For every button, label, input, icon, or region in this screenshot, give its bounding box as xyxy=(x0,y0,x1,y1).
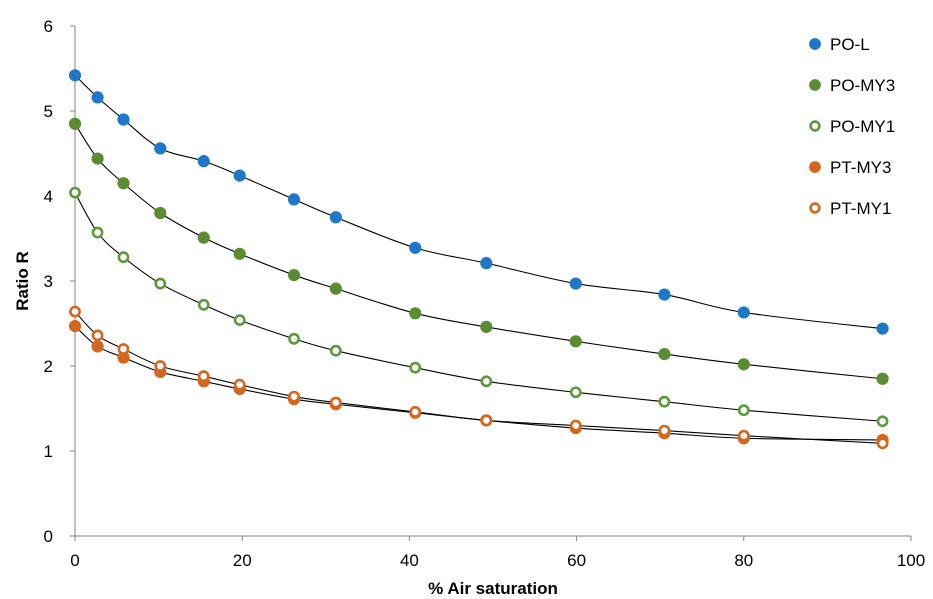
point-po-my1 xyxy=(737,404,750,417)
point-po-l xyxy=(480,257,493,270)
point-po-l xyxy=(68,69,82,82)
point-po-my1 xyxy=(329,344,342,357)
point-po-my3 xyxy=(117,177,130,190)
point-po-l xyxy=(876,322,889,335)
x-tick-label: 100 xyxy=(897,551,925,570)
point-pt-my1 xyxy=(480,414,493,427)
point-po-my1 xyxy=(658,395,671,408)
legend-label-po-l: PO-L xyxy=(830,35,870,54)
point-po-my3 xyxy=(91,152,104,165)
point-po-my3 xyxy=(409,307,422,320)
point-po-my3 xyxy=(329,282,342,295)
legend-marker-po-my1 xyxy=(809,120,821,132)
y-tick-label: 0 xyxy=(44,527,53,546)
point-pt-my1 xyxy=(233,378,246,391)
point-po-l xyxy=(409,241,422,254)
point-po-my1 xyxy=(233,314,246,326)
point-po-l xyxy=(658,288,671,301)
legend-label-po-my1: PO-MY1 xyxy=(830,117,895,136)
point-po-my1 xyxy=(288,332,300,345)
y-axis-title: Ratio R xyxy=(13,251,32,311)
point-pt-my1 xyxy=(569,419,582,432)
y-tick-label: 4 xyxy=(44,187,53,206)
y-tick-label: 1 xyxy=(44,442,53,461)
point-po-my3 xyxy=(233,247,246,260)
point-po-my1 xyxy=(69,186,81,199)
point-po-l xyxy=(117,113,130,126)
legend-label-pt-my1: PT-MY1 xyxy=(830,199,891,218)
fit-line-pt-my1 xyxy=(74,311,883,444)
point-pt-my1 xyxy=(91,329,104,342)
x-tick-label: 40 xyxy=(400,551,419,570)
point-po-my1 xyxy=(409,361,422,374)
point-po-my3 xyxy=(737,358,750,371)
x-tick-label: 80 xyxy=(734,551,753,570)
point-po-l xyxy=(91,91,104,104)
point-po-my3 xyxy=(287,268,301,282)
point-po-my3 xyxy=(658,348,671,361)
fit-lines xyxy=(74,74,883,444)
point-po-my1 xyxy=(154,277,167,290)
point-po-l xyxy=(154,142,167,155)
fit-line-po-my1 xyxy=(74,192,883,422)
point-po-my3 xyxy=(876,372,889,385)
legend-marker-po-l xyxy=(809,38,821,50)
x-tick-label: 60 xyxy=(567,551,586,570)
data-points xyxy=(68,69,889,450)
point-pt-my1 xyxy=(69,305,81,318)
point-pt-my1 xyxy=(329,396,342,409)
point-pt-my1 xyxy=(409,405,422,418)
point-po-my3 xyxy=(154,206,167,220)
legend: PO-L PO-MY3 PO-MY1 PT-MY3 PT-MY1 xyxy=(809,35,895,218)
point-pt-my1 xyxy=(154,360,167,372)
y-tick-label: 5 xyxy=(44,102,53,121)
legend-marker-pt-my3 xyxy=(809,161,821,173)
point-po-l xyxy=(233,169,246,182)
fit-line-pt-my3 xyxy=(74,325,883,441)
point-pt-my1 xyxy=(658,424,671,437)
point-po-my3 xyxy=(197,231,210,244)
point-po-l xyxy=(197,155,210,168)
point-po-my3 xyxy=(569,335,582,348)
point-po-l xyxy=(329,211,342,224)
x-tick-label: 20 xyxy=(233,551,252,570)
point-po-l xyxy=(569,277,582,290)
x-tick-label: 0 xyxy=(70,551,79,570)
point-pt-my1 xyxy=(737,429,750,442)
fit-line-po-my3 xyxy=(74,123,883,380)
point-pt-my3 xyxy=(91,340,104,353)
legend-marker-po-my3 xyxy=(809,79,821,91)
point-po-my1 xyxy=(91,226,104,239)
point-po-my1 xyxy=(569,386,582,399)
x-axis-title: % Air saturation xyxy=(428,579,558,598)
point-po-l xyxy=(287,193,301,206)
legend-label-pt-my3: PT-MY3 xyxy=(830,158,891,177)
point-po-l xyxy=(737,306,750,319)
legend-marker-pt-my1 xyxy=(809,202,821,214)
fit-line-po-l xyxy=(74,74,883,330)
point-pt-my3 xyxy=(68,319,82,333)
y-tick-label: 2 xyxy=(44,357,53,376)
point-po-my1 xyxy=(197,298,210,311)
point-po-my3 xyxy=(68,117,82,130)
point-po-my1 xyxy=(480,375,493,388)
point-pt-my1 xyxy=(876,437,889,450)
y-tick-label: 3 xyxy=(44,272,53,291)
legend-label-po-my3: PO-MY3 xyxy=(830,76,895,95)
point-po-my1 xyxy=(117,251,130,264)
y-tick-label: 6 xyxy=(44,17,53,36)
point-pt-my1 xyxy=(197,370,210,383)
point-po-my1 xyxy=(876,415,889,428)
point-pt-my1 xyxy=(288,390,300,403)
point-po-my3 xyxy=(480,320,493,333)
point-pt-my1 xyxy=(117,343,130,355)
